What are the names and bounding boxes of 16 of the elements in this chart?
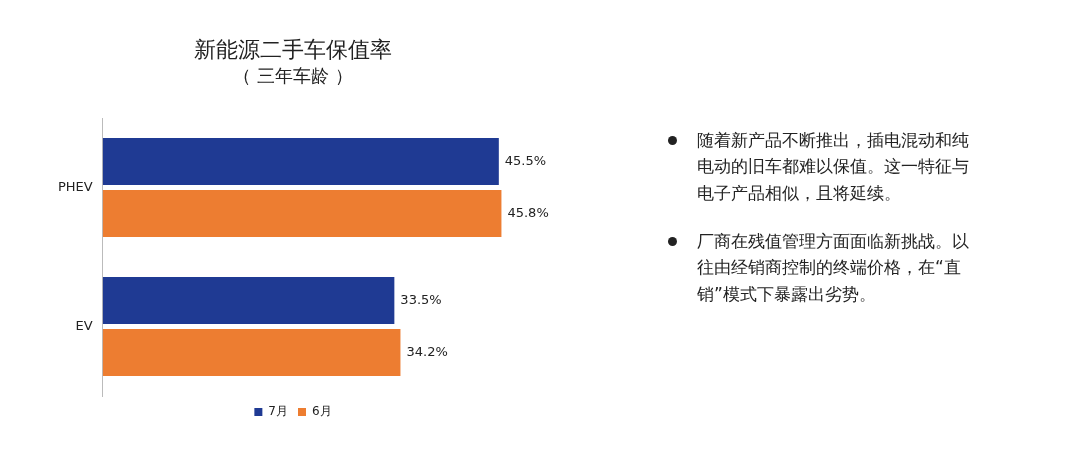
data-label: 34.2%	[406, 343, 448, 359]
data-label: 33.5%	[400, 291, 442, 307]
bar	[102, 329, 401, 377]
data-label: 45.8%	[507, 204, 549, 220]
y-tick-label: PHEV	[57, 178, 93, 194]
data-label: 45.5%	[504, 152, 547, 168]
text: 随着新产品不断推出，插电混动和纯电动的旧车都难以保值。这一特征与电子产品相似，且将延续。	[697, 128, 970, 205]
bar	[102, 190, 502, 238]
text: 厂商在残值管理方面面临新挑战。以往由经销商控制的终端价格，在“直销”模式下暴露出劣势。	[697, 230, 970, 306]
legend-label: 6月	[312, 404, 332, 419]
bar	[102, 137, 499, 185]
bar	[102, 276, 395, 324]
y-tick-label: EV	[75, 317, 93, 333]
legend-label: 7月	[268, 404, 289, 419]
chart-subtitle: （ 三年车龄 ）	[233, 64, 353, 86]
chart-title: 新能源二手车保值率	[194, 36, 392, 62]
